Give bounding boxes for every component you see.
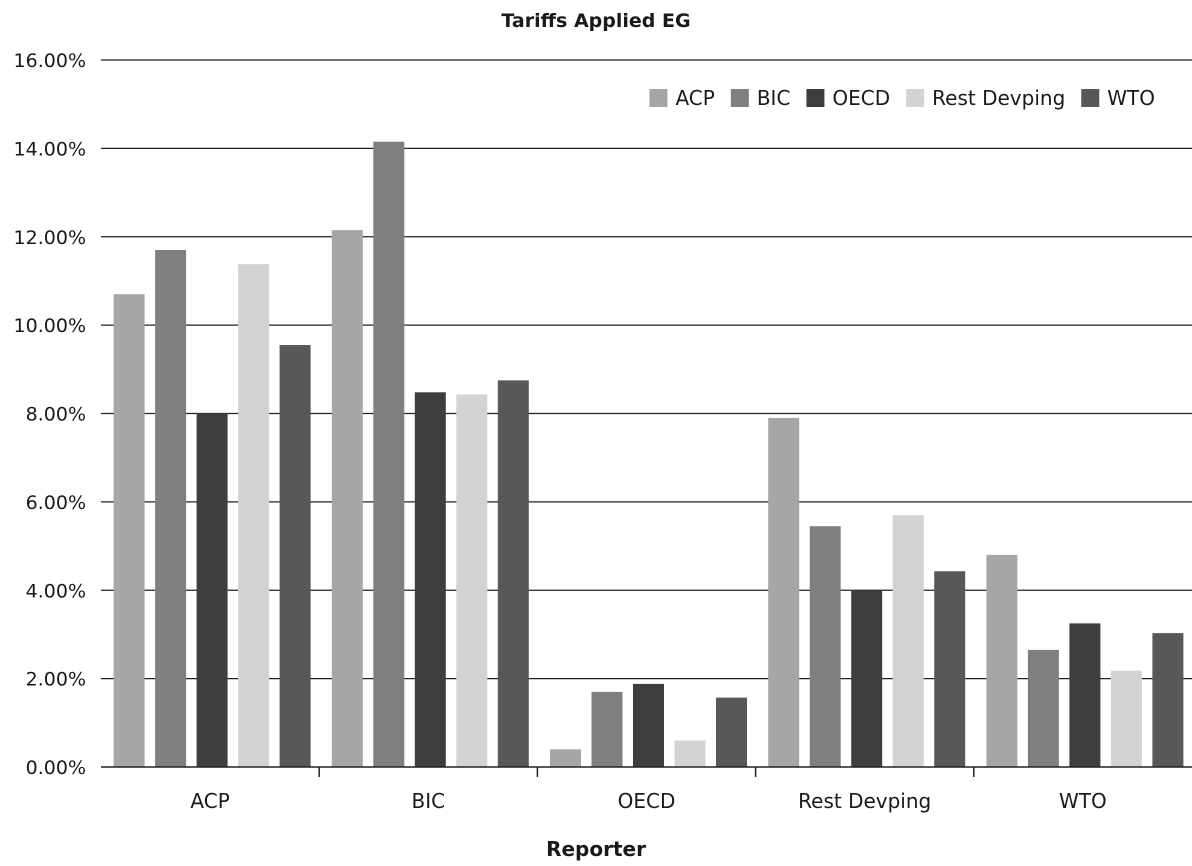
legend-label-oecd: OECD [832, 86, 890, 110]
x-tick-label: ACP [190, 789, 229, 813]
legend-label-wto: WTO [1107, 86, 1155, 110]
bar-rest-devping-wto [934, 571, 966, 767]
bar-oecd-acp [550, 749, 581, 767]
bars [113, 141, 1184, 768]
x-axis-ticks: ACP BIC OECD Rest Devping WTO [190, 789, 1106, 813]
y-tick-label: 0.00% [26, 757, 86, 779]
y-tick-label: 2.00% [26, 669, 86, 691]
legend-swatch-acp [649, 89, 668, 107]
y-tick-label: 8.00% [26, 404, 86, 426]
bar-acp-wto [279, 345, 311, 767]
x-tick-label: WTO [1059, 789, 1107, 813]
legend-label-acp: ACP [675, 86, 714, 110]
y-axis-ticks: 0.00% 2.00% 4.00% 6.00% 8.00% 10.00% 12.00% 14.… [14, 50, 86, 779]
bar-bic-rest-devping [456, 394, 488, 767]
bar-wto-wto [1152, 633, 1184, 767]
bar-bic-oecd [414, 392, 446, 767]
bar-wto-bic [1027, 649, 1059, 767]
bar-oecd-wto [716, 697, 747, 767]
x-axis-label: Reporter [546, 837, 646, 861]
bar-rest-devping-bic [809, 526, 841, 767]
bar-acp-bic [155, 250, 187, 768]
y-tick-label: 12.00% [14, 227, 86, 249]
legend-swatch-wto [1081, 89, 1100, 107]
bar-oecd-oecd [633, 683, 664, 767]
bar-bic-acp [331, 230, 363, 767]
x-axis [101, 766, 1192, 777]
legend-swatch-bic [730, 89, 749, 107]
bar-rest-devping-rest-devping [892, 515, 924, 767]
bar-acp-rest-devping [238, 264, 270, 767]
bar-bic-bic [373, 141, 405, 767]
x-tick-label: BIC [412, 789, 446, 813]
y-tick-label: 16.00% [14, 50, 86, 72]
bar-bic-wto [497, 380, 529, 767]
bar-oecd-bic [591, 691, 623, 767]
y-tick-label: 4.00% [26, 580, 86, 602]
chart-title: Tariffs Applied EG [501, 10, 690, 32]
x-tick-label: OECD [618, 789, 676, 813]
bar-wto-acp [986, 554, 1018, 767]
legend-swatch-rest-devping [906, 89, 925, 107]
bar-acp-acp [113, 294, 145, 767]
bar-rest-devping-oecd [851, 590, 883, 767]
bar-rest-devping-acp [768, 417, 800, 767]
bar-oecd-rest-devping [674, 740, 706, 767]
bar-acp-oecd [196, 413, 228, 767]
x-tick-label: Rest Devping [798, 789, 931, 813]
legend-label-bic: BIC [757, 86, 791, 110]
legend: ACP BIC OECD Rest Devping WTO [649, 86, 1155, 110]
legend-label-rest-devping: Rest Devping [932, 86, 1065, 110]
legend-swatch-oecd [806, 89, 825, 107]
y-tick-label: 6.00% [26, 492, 86, 514]
bar-wto-rest-devping [1110, 670, 1142, 767]
y-tick-label: 14.00% [14, 138, 86, 160]
y-tick-label: 10.00% [14, 315, 86, 337]
bar-wto-oecd [1069, 623, 1101, 767]
